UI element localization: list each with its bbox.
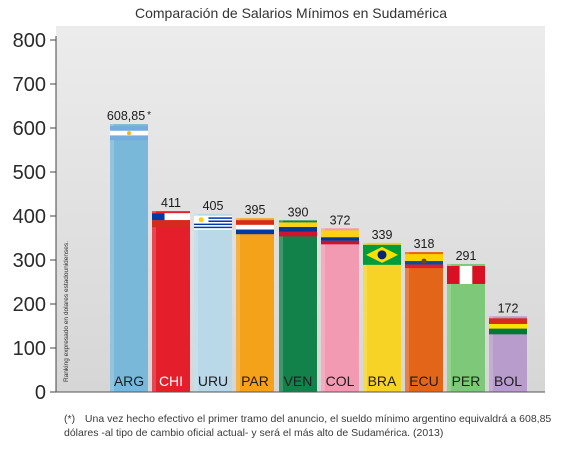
flag-icon-peru — [447, 265, 485, 284]
category-label: ARG — [114, 373, 144, 389]
bar-group-uru: 405 URU — [194, 199, 232, 392]
footnote-mark: (*) — [64, 413, 76, 425]
bar-group-bra: 339 BRA — [363, 228, 401, 392]
value-label: 291 — [456, 249, 477, 263]
bar-group-col: 372 COL — [321, 213, 359, 392]
bar-highlight — [321, 228, 325, 392]
bar-highlight — [447, 263, 451, 392]
bar-group-arg: 608,85 * ARG — [107, 109, 151, 392]
category-label: VEN — [284, 373, 313, 389]
bar-highlight — [194, 213, 198, 392]
flag-icon-bolivia — [489, 318, 527, 335]
y-tick-label: 0 — [35, 382, 46, 404]
value-label: 318 — [414, 237, 435, 251]
bar-highlight — [405, 252, 409, 392]
bar-highlight — [110, 124, 114, 392]
value-label: 608,85 * — [107, 109, 151, 123]
y-tick-label: 100 — [13, 338, 46, 360]
bar — [447, 263, 485, 392]
value-label: 339 — [372, 228, 393, 242]
bar-group-bol: 172 BOL — [489, 301, 527, 392]
y-tick-label: 200 — [13, 294, 46, 316]
bar-group-ven: 390 VEN — [279, 205, 317, 392]
bar — [321, 228, 359, 392]
category-label: BRA — [368, 373, 397, 389]
category-label: PER — [452, 373, 481, 389]
y-tick-label: 400 — [13, 206, 46, 228]
bar-highlight — [152, 211, 156, 392]
flag-icon-ecuador — [405, 254, 443, 269]
category-label: PAR — [241, 373, 269, 389]
bar — [152, 211, 190, 392]
flag-icon-argentina — [110, 126, 148, 141]
bar-highlight — [489, 316, 493, 392]
bar-group-ecu: 318 ECU — [405, 237, 443, 392]
category-label: COL — [326, 373, 355, 389]
bar — [405, 252, 443, 392]
y-tick-label: 800 — [13, 30, 46, 52]
bar — [110, 124, 148, 392]
bar-group-per: 291 PER — [447, 249, 485, 392]
value-label: 405 — [203, 199, 224, 213]
value-label: 390 — [288, 205, 309, 219]
chart-title: Comparación de Salarios Mínimos en Sudam… — [135, 5, 447, 21]
footnote-text: Una vez hecho efectivo el primer tramo d… — [64, 413, 552, 439]
value-label: 411 — [161, 196, 181, 210]
bar — [236, 218, 274, 392]
y-tick-label: 700 — [13, 74, 46, 96]
bar-highlight — [279, 220, 283, 392]
value-label: 372 — [330, 213, 351, 227]
y-tick-label: 600 — [13, 118, 46, 140]
bar-group-chi: 411 CHI — [152, 196, 190, 392]
flag-icon-brazil — [363, 244, 401, 265]
bar — [194, 213, 232, 392]
flag-icon-uruguay — [194, 215, 232, 230]
y-tick-label: 300 — [13, 250, 46, 272]
footnote: (*) Una vez hecho efectivo el primer tra… — [64, 412, 564, 440]
flag-icon-chile — [152, 213, 190, 228]
axis-note: Ranking expresado en dolares estadounide… — [63, 241, 70, 382]
category-label: ECU — [409, 373, 439, 389]
category-label: BOL — [494, 373, 522, 389]
bar-highlight — [363, 242, 367, 392]
flag-icon-venezuela — [279, 222, 317, 237]
value-label: 395 — [245, 203, 266, 217]
category-label: CHI — [159, 373, 183, 389]
flag-icon-paraguay — [236, 220, 274, 235]
flag-icon-colombia — [321, 230, 359, 245]
bar-group-par: 395 PAR — [236, 203, 274, 392]
bar-highlight — [236, 218, 240, 392]
category-label: URU — [198, 373, 228, 389]
y-tick-label: 500 — [13, 162, 46, 184]
value-label: 172 — [498, 301, 519, 315]
bar — [363, 242, 401, 392]
bar — [279, 220, 317, 392]
